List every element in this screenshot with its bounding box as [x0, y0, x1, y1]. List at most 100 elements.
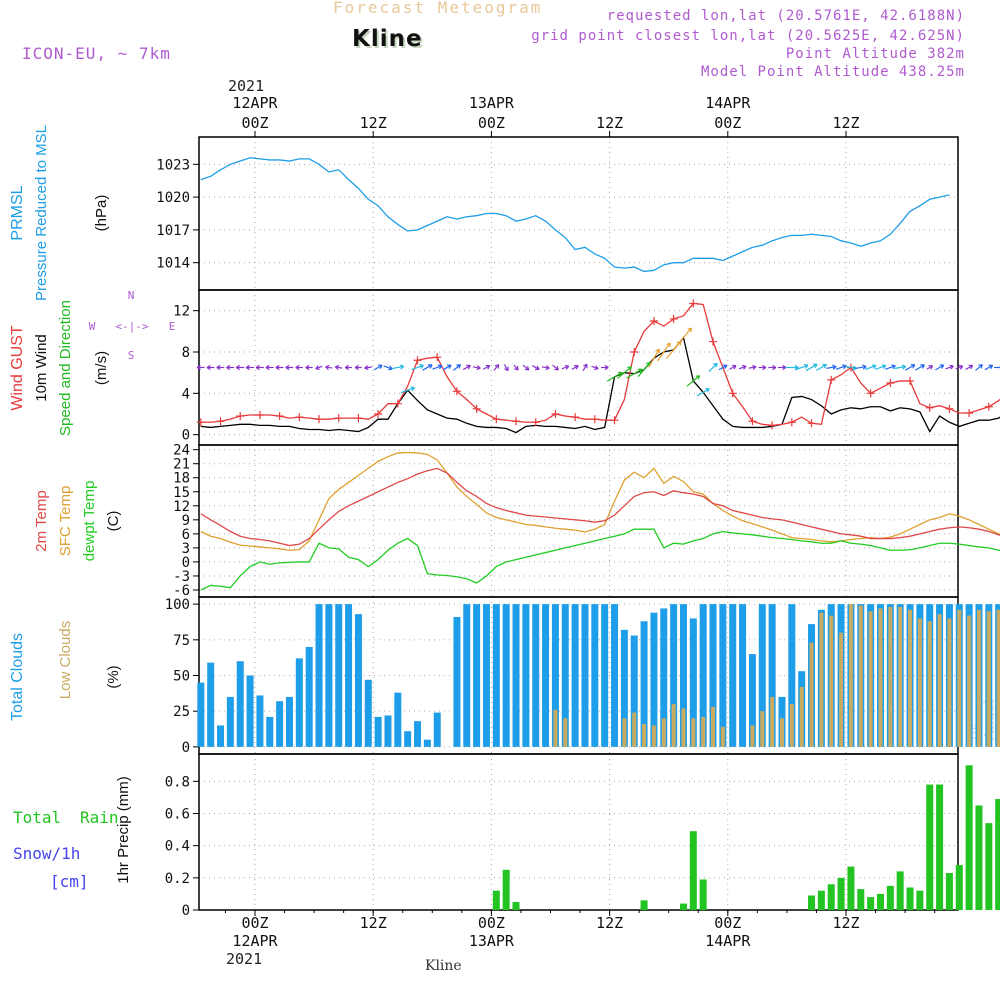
y-tick-label-precip: 0.8 — [165, 774, 190, 790]
wind-arrow-head — [687, 327, 693, 333]
rain-bar — [945, 873, 953, 910]
wind-direction-arrow — [874, 364, 887, 371]
total-cloud-bar — [404, 731, 412, 747]
wind-arrow-head — [524, 365, 530, 371]
low-cloud-bar — [937, 614, 942, 747]
x-date-label-bottom: 14APR — [705, 932, 751, 950]
wind-direction-arrow — [617, 366, 632, 379]
compass-arrows: <-|-> — [115, 320, 148, 333]
wind-arrow-head — [732, 364, 737, 370]
total-cloud-bar — [433, 712, 441, 747]
gust-marker — [551, 410, 560, 418]
wind-arrow-head — [437, 364, 443, 370]
wind-arrow-head — [494, 364, 500, 369]
compass-north: N — [128, 289, 135, 302]
x-date-label-bottom: 13APR — [469, 932, 515, 950]
low-cloud-bar — [819, 612, 824, 747]
wind-direction-arrow — [422, 364, 433, 371]
model-point-altitude: Model Point Altitude 438.25m — [700, 64, 965, 80]
low-cloud-bar — [651, 725, 656, 747]
wind-arrow-head — [354, 364, 359, 371]
wind-direction-arrow — [975, 364, 983, 371]
x-date-label-top: 14APR — [705, 94, 751, 112]
wind-direction-arrow — [955, 365, 964, 370]
wind-arrow-head — [315, 365, 320, 371]
y-tick-label-wind: 8 — [182, 345, 190, 361]
pressure-unit-label: (hPa) — [93, 195, 110, 232]
wind-unit-label: (m/s) — [93, 351, 110, 385]
wind-arrow-head — [226, 364, 231, 371]
wind-arrow-head — [399, 364, 405, 370]
pressure-label-msl: Pressure Reduced to MSL — [33, 125, 50, 301]
low-cloud-bar — [691, 718, 696, 747]
wind-direction-arrow — [718, 364, 728, 371]
gust-marker — [413, 356, 422, 365]
wind-arrow-head — [206, 364, 211, 371]
requested-coordinates: requested lon,lat (20.5761E, 42.6188N) — [606, 8, 965, 24]
gust-marker — [334, 414, 343, 423]
total-cloud-bar — [739, 604, 747, 747]
low-cloud-bar — [681, 708, 686, 747]
wind-arrow-head — [583, 363, 588, 369]
gust-marker — [236, 412, 245, 421]
wind-arrow-head — [216, 364, 221, 371]
low-cloud-bar — [799, 686, 804, 747]
dewpoint-line — [200, 528, 1000, 591]
wind-direction-arrow — [915, 364, 925, 371]
rain-bar — [837, 877, 845, 910]
y-tick-label-wind: 0 — [182, 428, 190, 444]
wind-arrow-head — [535, 365, 540, 371]
gust-marker — [925, 403, 934, 412]
gust-marker — [196, 418, 205, 427]
x-date-label-bottom: 12APR — [232, 932, 278, 950]
y-tick-label-clouds: 75 — [173, 633, 190, 649]
y-tick-label-temperature: 6 — [182, 527, 190, 543]
rain-bar — [926, 784, 934, 910]
wind-arrow-head — [344, 364, 349, 371]
precip-label-snow: Snow/1h — [13, 844, 80, 863]
low-cloud-bar — [927, 621, 932, 747]
total-cloud-bar — [689, 618, 697, 747]
compass-south: S — [128, 349, 135, 362]
y-tick-label-precip: 0.6 — [165, 807, 190, 823]
wind-arrow-head — [822, 363, 827, 369]
total-cloud-bar — [463, 604, 471, 747]
y-tick-label-clouds: 50 — [173, 669, 190, 685]
y-tick-label-pressure: 1014 — [156, 256, 190, 272]
low-cloud-bar — [898, 606, 903, 747]
wind-direction-arrow — [648, 348, 660, 368]
rain-bar — [827, 884, 835, 910]
wind-direction-arrow — [984, 364, 993, 371]
wind-direction-arrow — [541, 366, 550, 369]
total-cloud-bar — [640, 621, 648, 747]
rain-bar — [699, 879, 707, 910]
gust-marker — [374, 410, 383, 418]
rain-bar — [867, 897, 875, 910]
total-cloud-bar — [197, 682, 205, 747]
rain-bar — [975, 805, 983, 910]
wind-direction-arrow — [364, 366, 373, 369]
low-cloud-bar — [888, 606, 893, 747]
wind-direction-arrow — [383, 365, 393, 370]
wind-arrow-head — [504, 366, 509, 372]
total-cloud-bar — [591, 604, 599, 747]
wind-direction-arrow — [965, 364, 973, 371]
rain-bar — [857, 889, 865, 910]
low-cloud-bar — [770, 696, 775, 747]
gust-marker — [255, 411, 264, 420]
wind-direction-arrow — [738, 365, 747, 370]
wind-arrow-head — [871, 364, 877, 370]
x-time-label-bottom: 00Z — [241, 914, 268, 932]
year-label-bottom: 2021 — [226, 950, 263, 968]
gust-marker — [630, 348, 639, 356]
low-cloud-bar — [671, 704, 676, 747]
total-cloud-bar — [315, 604, 323, 747]
total-cloud-bar — [207, 662, 215, 747]
total-cloud-bar — [679, 604, 687, 747]
wind-direction-arrow — [945, 365, 954, 370]
gust-marker — [886, 379, 895, 387]
total-cloud-bar — [345, 604, 353, 747]
low-cloud-bar — [986, 611, 991, 747]
total-cloud-bar — [335, 604, 343, 747]
total-cloud-bar — [473, 604, 481, 747]
